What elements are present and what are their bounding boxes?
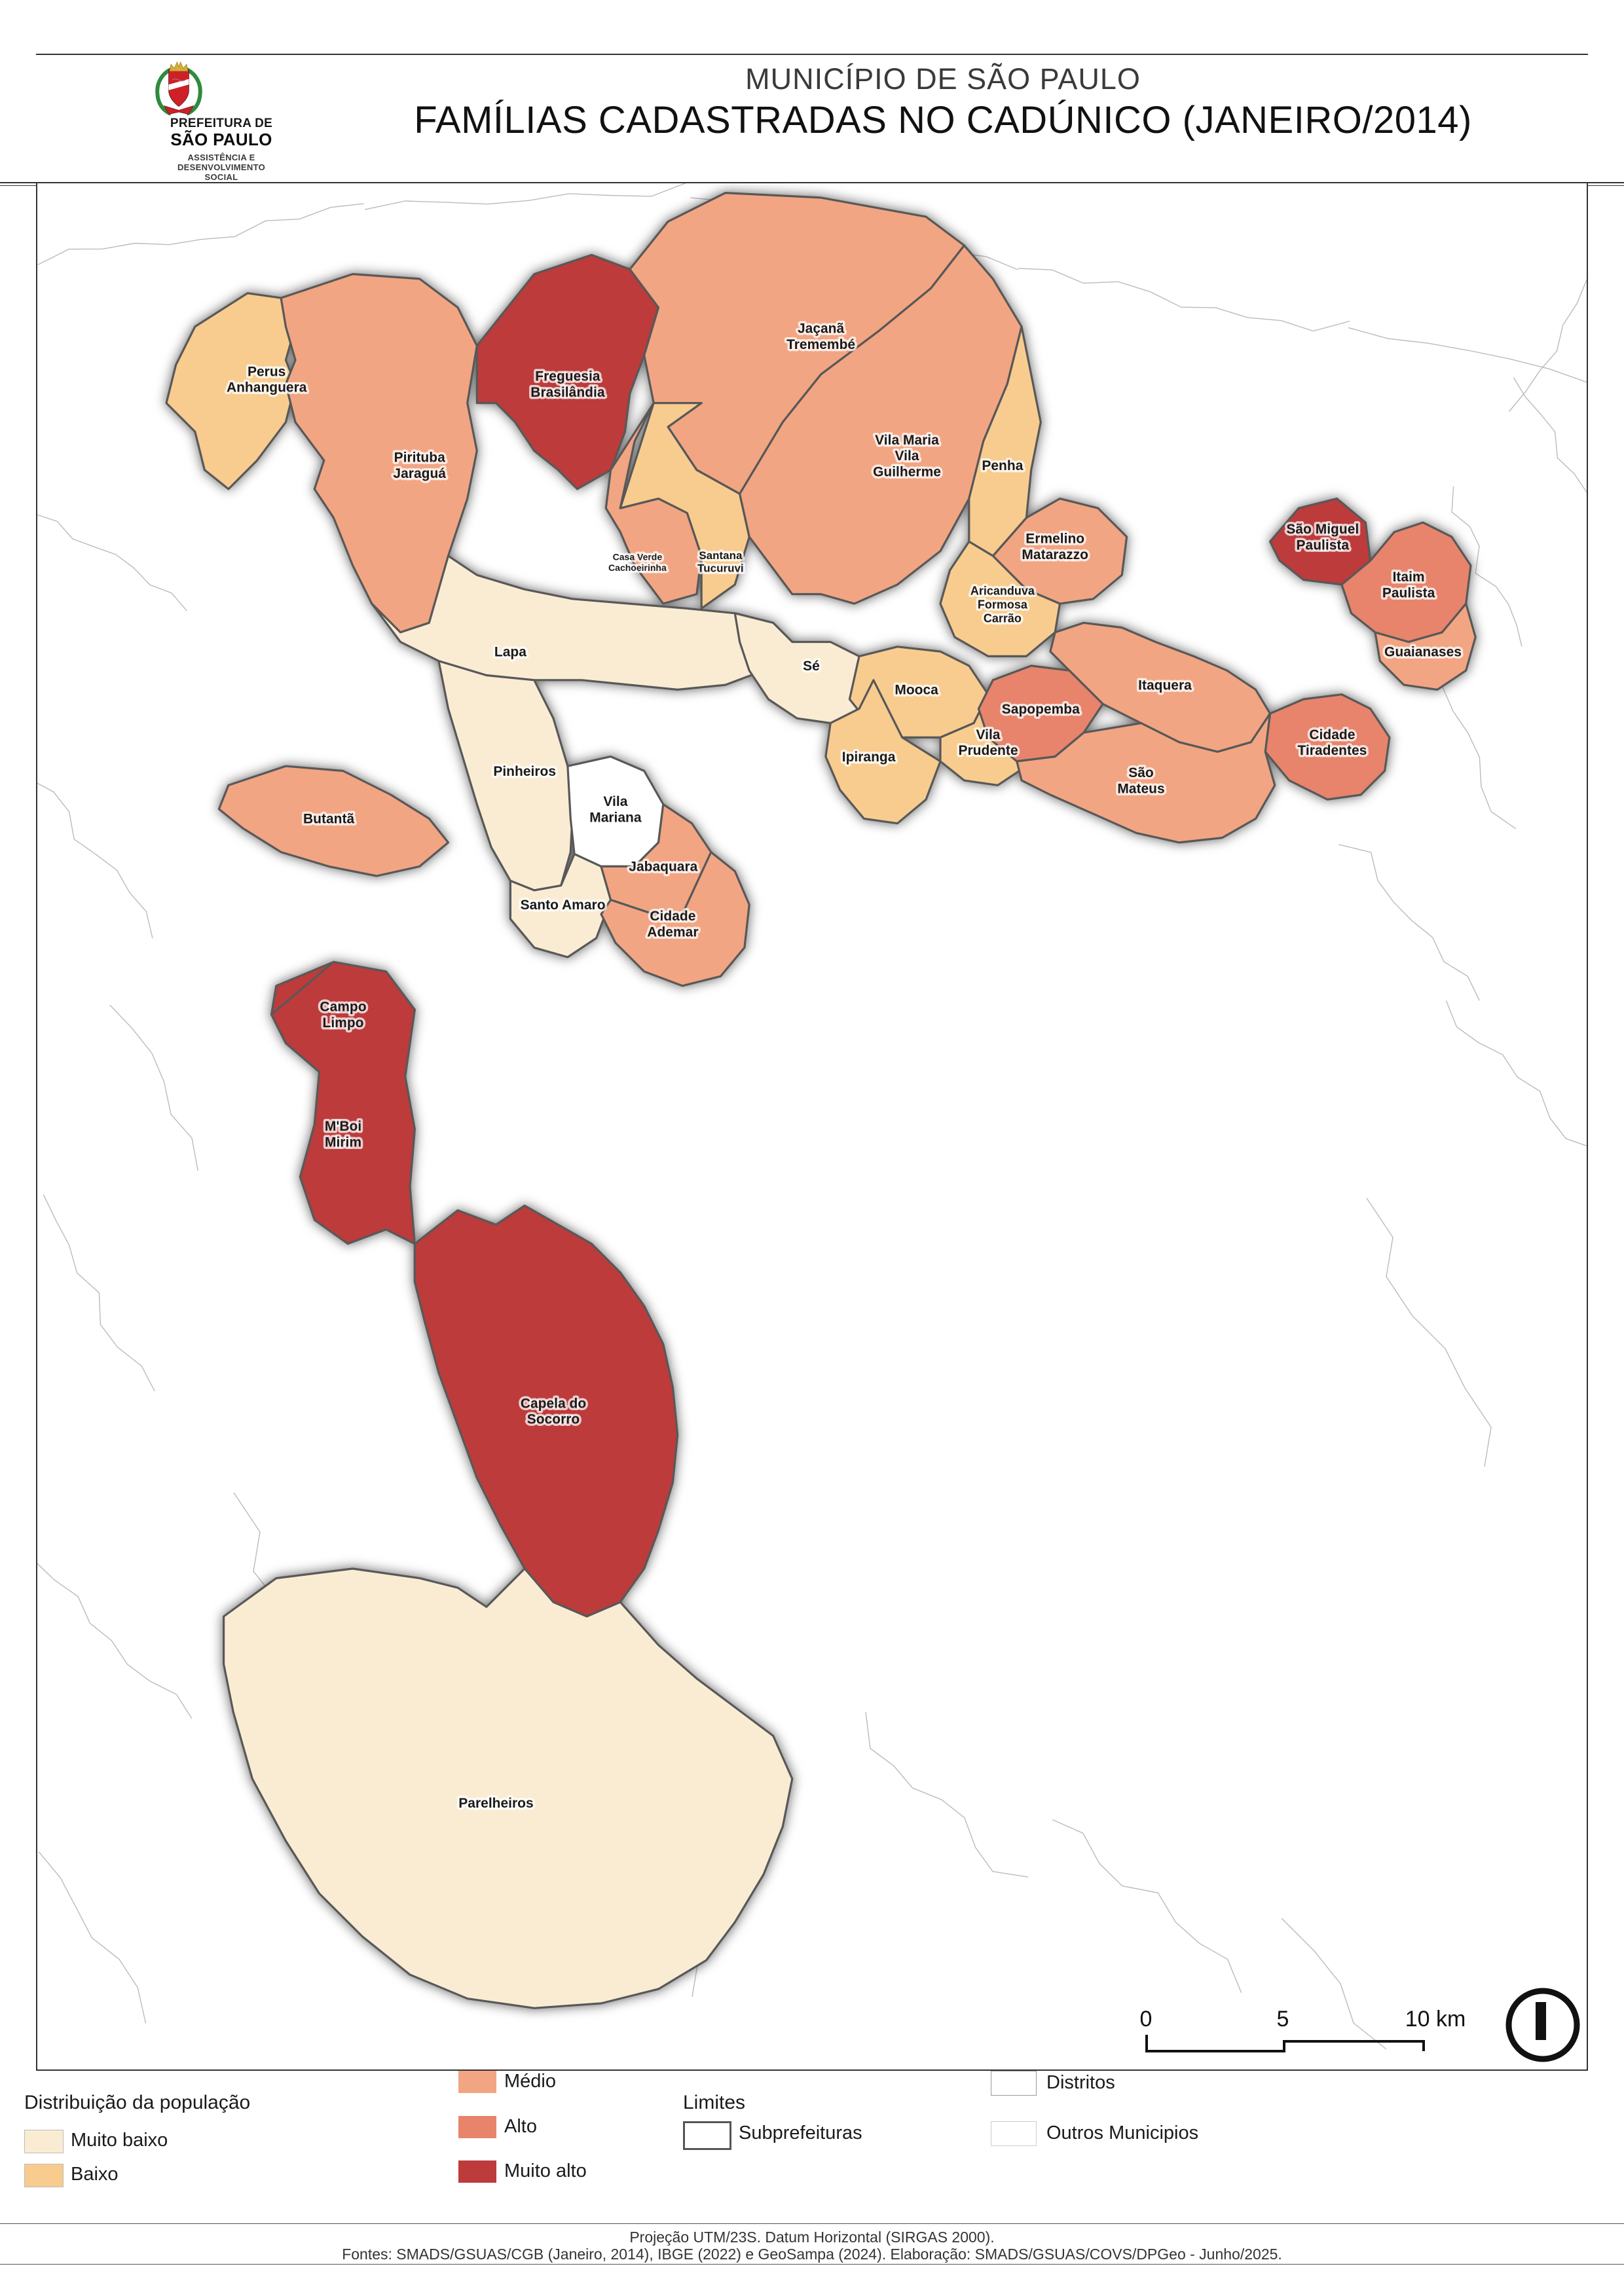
svg-text:0: 0 [1140,2007,1153,2032]
svg-text:Lapa: Lapa [494,644,526,659]
svg-text:Pinheiros: Pinheiros [493,764,556,779]
svg-text:Santo Amaro: Santo Amaro [521,898,606,913]
svg-text:Guaianases: Guaianases [1384,644,1462,659]
svg-text:Mooca: Mooca [895,683,938,698]
svg-text:Jabaquara: Jabaquara [629,860,697,875]
svg-text:Itaquera: Itaquera [1138,678,1192,693]
svg-text:Ipiranga: Ipiranga [842,750,896,765]
svg-text:Penha: Penha [982,458,1023,473]
svg-text:5: 5 [1277,2007,1289,2032]
svg-text:10 km: 10 km [1405,2007,1466,2032]
svg-text:Sé: Sé [803,659,820,674]
svg-text:Parelheiros: Parelheiros [458,1796,533,1811]
svg-text:Butantã: Butantã [303,812,354,827]
svg-text:Sapopemba: Sapopemba [1002,702,1080,717]
